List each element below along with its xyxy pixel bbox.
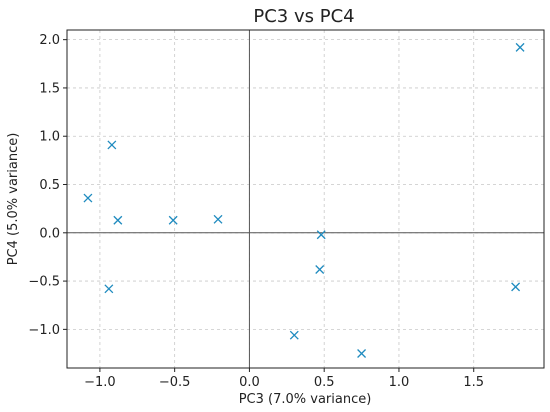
y-tick-label: 2.0 bbox=[39, 33, 60, 48]
data-point bbox=[107, 140, 117, 150]
x-tick-label: 1.5 bbox=[463, 375, 484, 390]
data-point bbox=[357, 349, 367, 358]
y-axis-label: PC4 (5.0% variance) bbox=[6, 133, 21, 266]
data-point bbox=[511, 282, 521, 292]
y-tick-label: 1.5 bbox=[39, 81, 60, 96]
y-tick-label: 0.5 bbox=[39, 178, 60, 193]
grid-layer bbox=[67, 30, 544, 368]
x-axis-label: PC3 (7.0% variance) bbox=[239, 392, 372, 407]
data-point bbox=[168, 215, 178, 225]
y-tick-label: −1.0 bbox=[28, 323, 60, 338]
data-point bbox=[515, 42, 525, 52]
chart-title: PC3 vs PC4 bbox=[253, 6, 354, 27]
x-tick-label: 1.0 bbox=[389, 375, 410, 390]
axis-ticks: −1.0 −0.5 0.0 0.5 1.0 1.5 −1.0 −0.5 0.0 0.5 1.0 1.5… bbox=[28, 33, 484, 390]
x-tick-label: 0.0 bbox=[239, 375, 260, 390]
y-tick-label: 1.0 bbox=[39, 130, 60, 145]
data-point bbox=[289, 330, 299, 340]
zero-lines bbox=[67, 30, 544, 368]
data-point bbox=[113, 215, 123, 225]
x-tick-label: 0.5 bbox=[314, 375, 335, 390]
data-point bbox=[83, 193, 93, 203]
data-point bbox=[315, 265, 325, 274]
data-points bbox=[83, 42, 525, 358]
y-tick-label: 0.0 bbox=[39, 226, 60, 241]
data-point bbox=[104, 284, 114, 294]
x-tick-label: −0.5 bbox=[159, 375, 191, 390]
plot-frame bbox=[66, 29, 545, 369]
y-tick-label: −0.5 bbox=[28, 275, 60, 290]
x-tick-label: −1.0 bbox=[84, 375, 116, 390]
data-point bbox=[213, 214, 223, 224]
data-point bbox=[316, 230, 326, 240]
